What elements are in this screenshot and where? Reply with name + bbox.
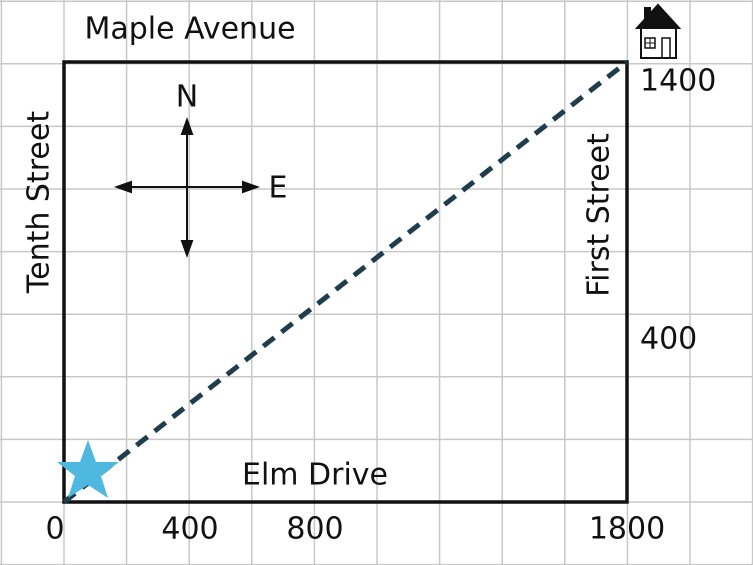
y-label: 400	[640, 322, 697, 357]
start-star	[57, 440, 119, 498]
compass-north: N	[176, 80, 198, 115]
x-label: 1800	[589, 512, 665, 547]
street-label: Tenth Street	[22, 111, 57, 294]
house-icon	[634, 3, 682, 59]
compass-east: E	[269, 171, 288, 206]
x-label: 400	[161, 512, 218, 547]
x-label: 0	[45, 512, 64, 547]
diagonal-path	[62, 60, 629, 504]
compass	[114, 117, 260, 258]
block-outline	[62, 60, 629, 504]
street-label: First Street	[582, 133, 617, 297]
street-label: Maple Avenue	[84, 12, 295, 47]
x-label: 800	[286, 512, 343, 547]
y-label: 1400	[640, 64, 716, 99]
street-label: Elm Drive	[242, 458, 388, 493]
